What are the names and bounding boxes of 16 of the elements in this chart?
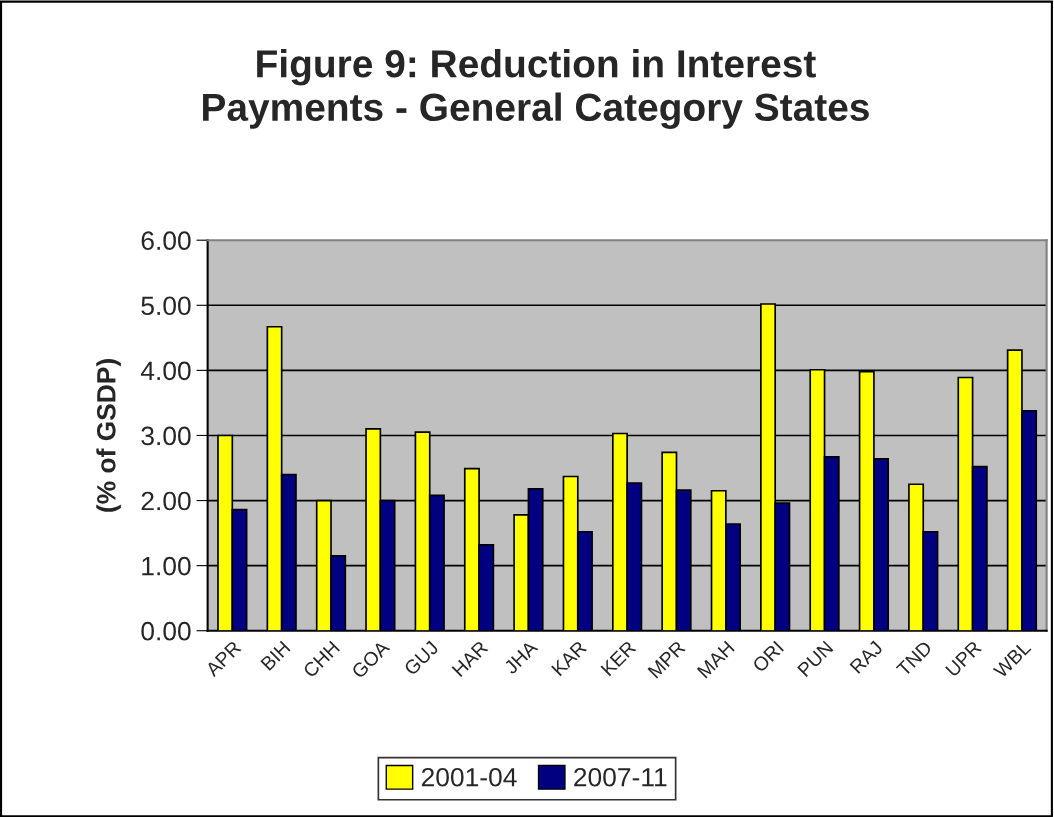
- y-tick-label: 6.00: [141, 231, 191, 251]
- y-tick-label: 1.00: [142, 556, 191, 576]
- x-tick-label: WBL: [992, 640, 1032, 679]
- legend-label: 2007-11: [574, 767, 667, 787]
- legend-label: 2001-04: [421, 767, 517, 787]
- chart-title: Figure 9: Reduction in Interest Payments - General Category States: [203, 49, 869, 129]
- y-tick-label: 4.00: [140, 361, 191, 381]
- y-tick-label: 5.00: [141, 296, 191, 316]
- y-tick-label: 2.00: [141, 491, 191, 511]
- x-tick-label: TND: [895, 640, 933, 677]
- x-tick-label: BIH: [260, 640, 291, 671]
- x-tick-label: ORI: [751, 640, 785, 673]
- y-tick-label: 0.00: [141, 621, 191, 641]
- y-axis-title: (% of GSDP): [96, 359, 121, 512]
- x-tick-label: JHA: [503, 639, 539, 675]
- y-tick-label: 3.00: [141, 426, 191, 446]
